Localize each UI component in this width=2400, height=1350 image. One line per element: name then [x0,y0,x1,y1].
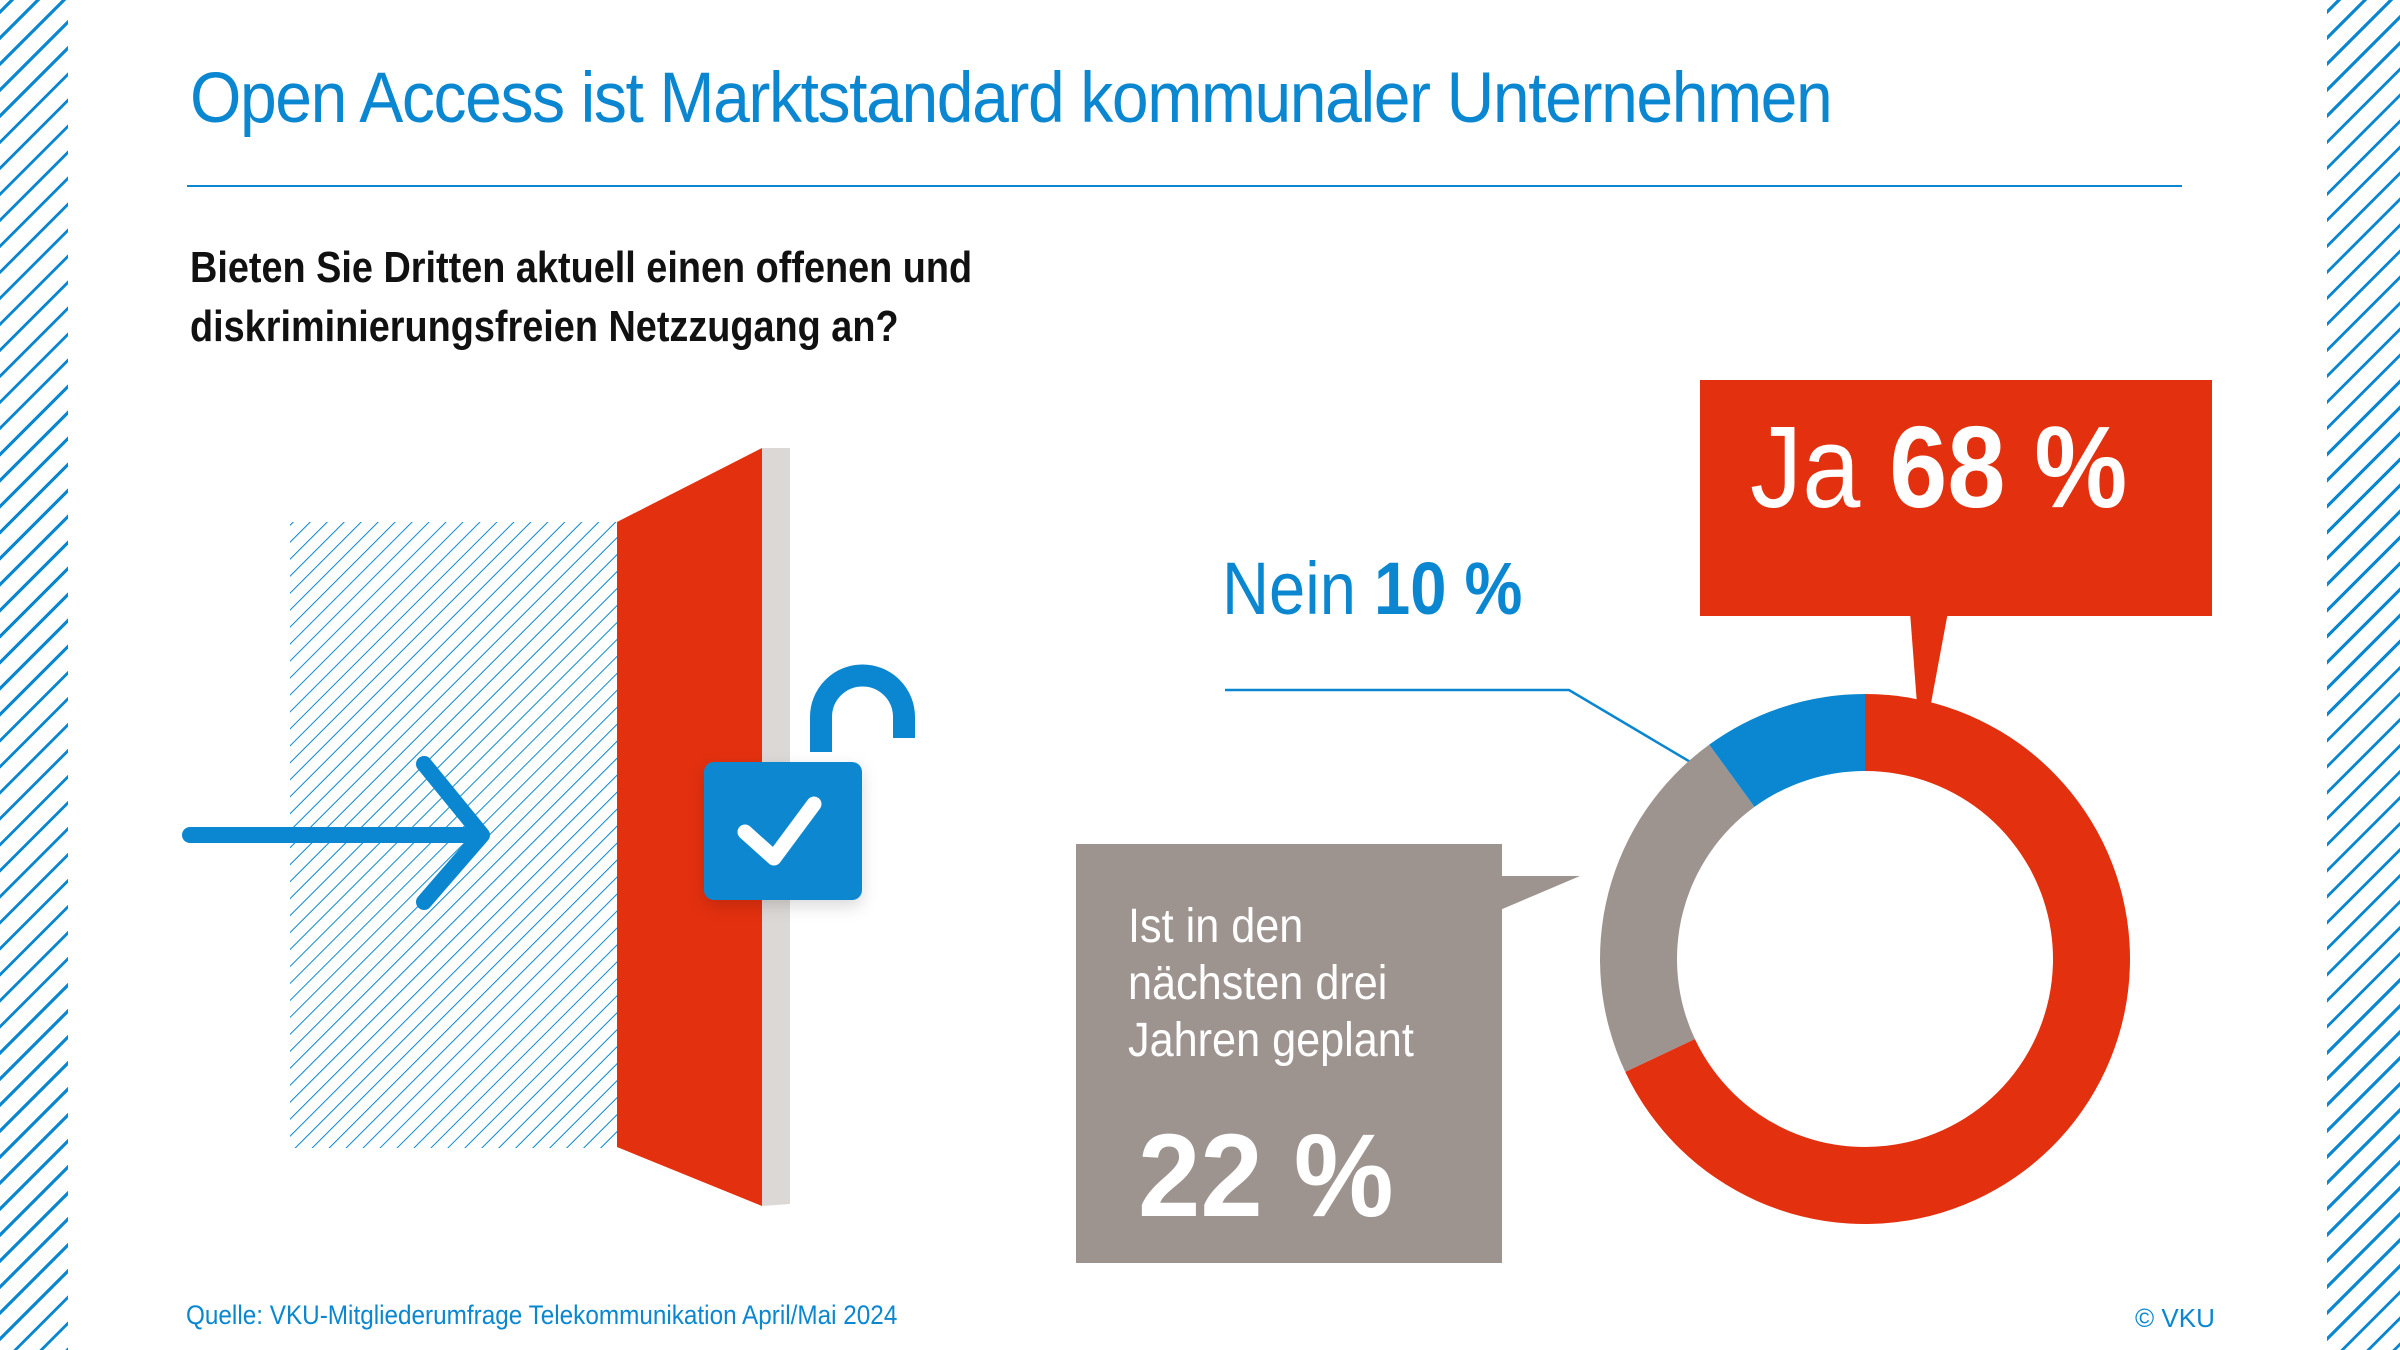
survey-question: Bieten Sie Dritten aktuell einen offenen… [190,238,972,356]
padlock-shackle [810,664,915,752]
ja-label-text: Ja [1750,402,1861,532]
planned-label-line-2: nächsten drei [1128,957,1388,1010]
arrow-right-icon [182,756,490,910]
ja-callout [1700,380,2212,757]
ja-value: 68 % [1889,402,2128,532]
copyright-note: © VKU [2135,1303,2215,1333]
padlock-body [704,762,862,900]
survey-question-line-1: Bieten Sie Dritten aktuell einen offenen… [190,243,973,292]
checkmark-icon [737,796,822,866]
planned-label-line-1: Ist in den [1128,900,1304,953]
planned-callout-box [1076,844,1502,1263]
planned-value: 22 % [1138,1110,1394,1242]
door-panel [617,448,762,1206]
title-divider [187,185,2182,187]
donut-slice-nein [1709,694,1865,807]
donut-chart [1599,694,2130,1224]
donut-slice-ist [1599,744,1755,1072]
ja-label: Ja 68 % [1750,400,2127,534]
planned-callout-pointer [1500,876,1580,910]
planned-callout [1076,844,1580,1263]
nein-callout-leader [1225,688,1693,765]
decorative-stripes-right [2327,0,2400,1350]
nein-value: 10 % [1374,547,1523,630]
page-title: Open Access ist Marktstandard kommunaler… [190,59,1833,138]
source-note: Quelle: VKU-Mitgliederumfrage Telekommun… [186,1300,898,1330]
door-icon [290,448,790,1206]
ja-callout-box [1700,380,2212,616]
open-padlock-icon [704,664,915,900]
nein-label-text: Nein [1222,547,1356,630]
planned-label: Ist in den nächsten drei Jahren geplant [1128,898,1414,1069]
planned-label-line-3: Jahren geplant [1128,1014,1414,1067]
survey-question-line-2: diskriminierungsfreien Netzzugang an? [190,302,899,351]
donut-slice-ja [1625,694,2130,1224]
decorative-stripes-left [0,0,68,1350]
nein-label: Nein 10 % [1222,546,1522,631]
